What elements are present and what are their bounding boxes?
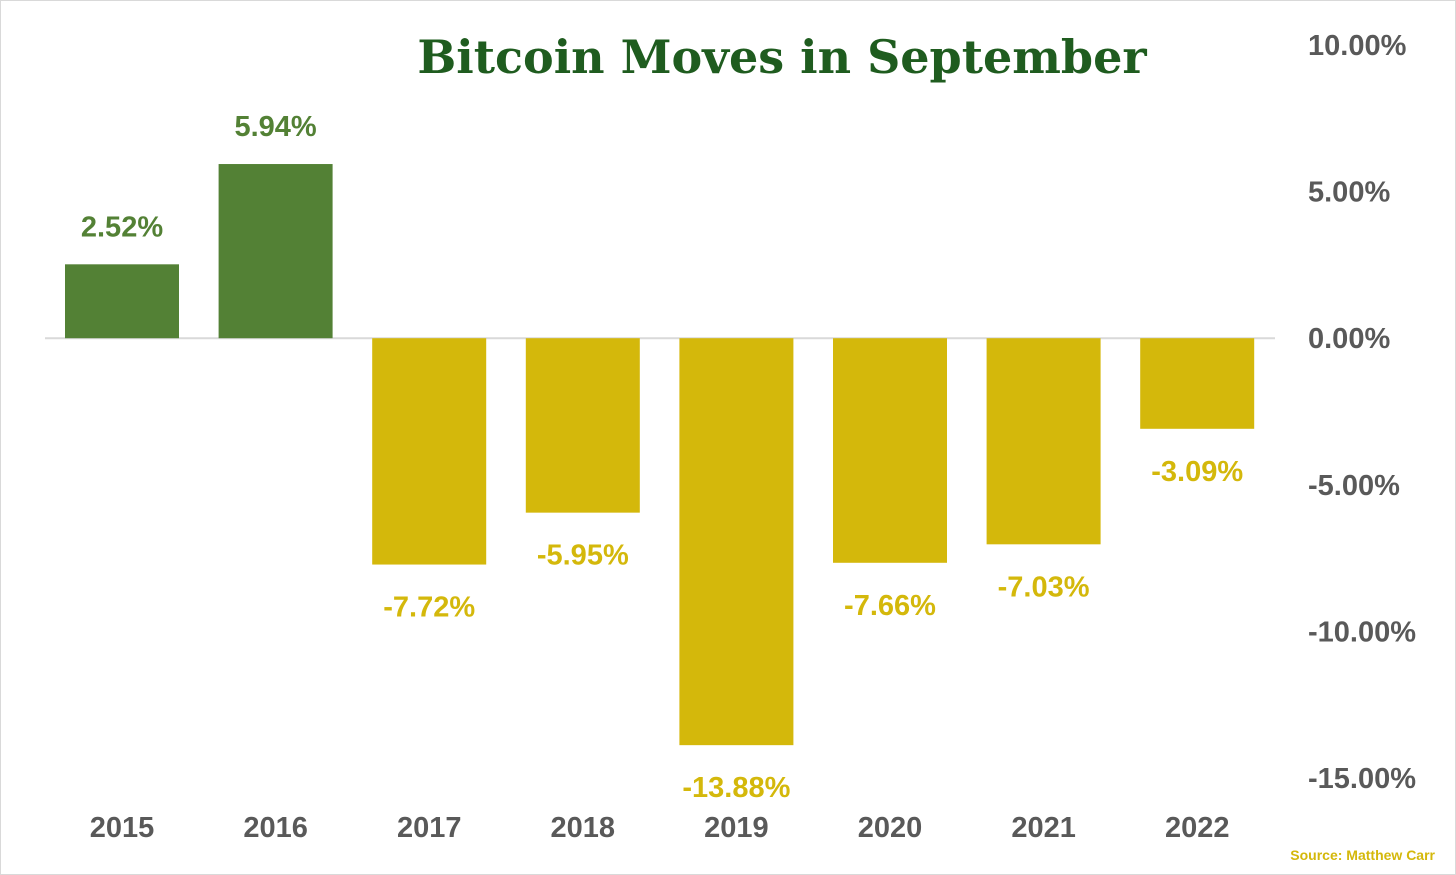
bar [525, 338, 640, 513]
x-tick-label: 2017 [397, 812, 462, 844]
x-tick-label: 2020 [858, 812, 923, 844]
data-label: -13.88% [682, 772, 790, 804]
x-tick-label: 2015 [90, 812, 155, 844]
y-tick-label: 0.00% [1308, 323, 1390, 355]
y-tick-label: 10.00% [1308, 30, 1407, 62]
y-tick-label: -10.00% [1308, 616, 1416, 648]
bar [372, 338, 487, 565]
y-axis: 10.00% 5.00% 0.00% -5.00% -10.00% -15.00% [1308, 30, 1416, 795]
bar [679, 338, 794, 746]
x-tick-label: 2019 [704, 812, 769, 844]
x-tick-label: 2018 [551, 812, 616, 844]
bar [1140, 338, 1255, 429]
data-labels: 2.52% 5.94% -7.72% -5.95% -13.88% -7.66% -7.03… [81, 111, 1243, 804]
bar [833, 338, 947, 563]
y-tick-label: -5.00% [1308, 470, 1400, 502]
y-tick-label: 5.00% [1308, 177, 1390, 209]
y-tick-label: -15.00% [1308, 763, 1416, 795]
x-tick-label: 2022 [1165, 812, 1230, 844]
x-tick-label: 2021 [1011, 812, 1076, 844]
data-label: -5.95% [537, 540, 629, 572]
x-tick-label: 2016 [243, 812, 308, 844]
data-label: 2.52% [81, 211, 163, 243]
source-note: Source: Matthew Carr [1290, 847, 1435, 863]
bars [65, 164, 1255, 746]
x-axis: 2015 2016 2017 2018 2019 2020 2021 2022 [90, 812, 1230, 844]
data-label: -7.72% [383, 592, 475, 624]
data-label: -3.09% [1151, 456, 1243, 488]
data-label: 5.94% [234, 111, 316, 143]
bar [986, 338, 1101, 545]
data-label: -7.66% [844, 590, 936, 622]
bar [218, 164, 333, 339]
bar [65, 264, 179, 339]
chart-title: Bitcoin Moves in September [417, 30, 1147, 84]
data-label: -7.03% [998, 571, 1090, 603]
